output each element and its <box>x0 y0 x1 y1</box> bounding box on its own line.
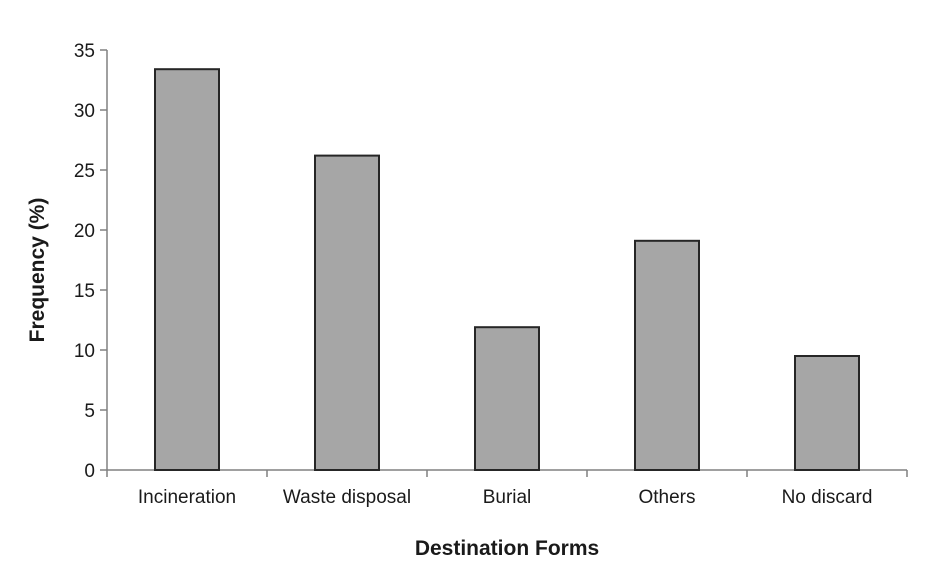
x-tick-label: Incineration <box>138 487 236 508</box>
bar-others <box>634 239 700 471</box>
bar-waste-disposal <box>314 154 380 471</box>
y-tick-label: 35 <box>74 41 95 62</box>
x-tick-label: Waste disposal <box>283 487 411 508</box>
bars <box>154 68 860 472</box>
x-axis-title: Destination Forms <box>415 537 599 560</box>
x-tick-label: Others <box>638 487 695 508</box>
x-tick-label: No discard <box>782 487 873 508</box>
x-tick-label: Burial <box>483 487 532 508</box>
y-tick-label: 5 <box>84 401 95 422</box>
bar-incineration <box>154 68 220 471</box>
y-tick-label: 30 <box>74 101 95 122</box>
y-tick-label: 20 <box>74 221 95 242</box>
y-tick-label: 25 <box>74 161 95 182</box>
y-tick-label: 15 <box>74 281 95 302</box>
y-axis: 0 5 10 15 20 25 30 35 <box>74 41 108 482</box>
x-axis: Incineration Waste disposal Burial Others No… <box>106 469 908 508</box>
y-tick-label: 0 <box>84 461 95 482</box>
y-tick-label: 10 <box>74 341 95 362</box>
bar-no-discard <box>794 355 860 471</box>
y-axis-title: Frequency (%) <box>26 198 49 343</box>
bar-burial <box>474 326 540 472</box>
